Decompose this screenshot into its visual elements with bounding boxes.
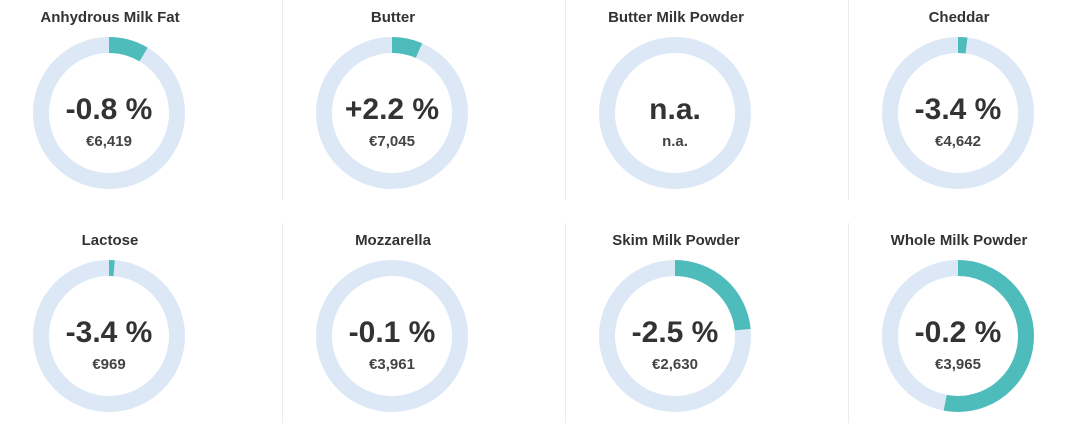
percent-change: -2.5 %: [631, 316, 719, 349]
price-value: €7,045: [369, 133, 415, 150]
card-title: Anhydrous Milk Fat: [40, 9, 180, 26]
column-divider: [282, 0, 283, 200]
donut-ring: [599, 260, 751, 412]
card-lactose[interactable]: Lactose -3.4 % €969: [0, 223, 283, 423]
price-value: €2,630: [652, 356, 698, 373]
card-title: Cheddar: [928, 9, 990, 26]
donut-track: [316, 260, 468, 412]
column-divider: [282, 223, 283, 423]
percent-change: -0.2 %: [914, 316, 1002, 349]
percent-change: +2.2 %: [344, 93, 440, 126]
column-divider: [848, 223, 849, 423]
donut-ring: [33, 37, 185, 189]
card-whole-milk-powder[interactable]: Whole Milk Powder -0.2 % €3,965: [849, 223, 1091, 423]
donut-ring: [599, 37, 751, 189]
card-cheddar[interactable]: Cheddar -3.4 % €4,642: [849, 0, 1091, 200]
card-butter-milk-powder[interactable]: Butter Milk Powder n.a. n.a.: [566, 0, 849, 200]
donut-progress-arc: [882, 37, 1034, 189]
donut-track: [599, 37, 751, 189]
price-value: €3,965: [935, 356, 981, 373]
column-divider: [848, 0, 849, 200]
card-mozzarella[interactable]: Mozzarella -0.1 % €3,961: [283, 223, 566, 423]
card-title: Butter: [370, 9, 416, 26]
donut-gauge: -2.5 % €2,630: [599, 260, 751, 412]
donut-ring: [882, 260, 1034, 412]
price-value: €969: [92, 356, 126, 373]
percent-change: -0.1 %: [348, 316, 436, 349]
donut-ring: [316, 260, 468, 412]
card-title: Mozzarella: [355, 232, 431, 249]
donut-gauge: -3.4 % €4,642: [882, 37, 1034, 189]
price-value: €3,961: [369, 356, 415, 373]
card-title: Lactose: [81, 232, 139, 249]
donut-ring: [316, 37, 468, 189]
column-divider: [565, 223, 566, 423]
price-value: €4,642: [935, 133, 981, 150]
donut-gauge: -3.4 % €969: [33, 260, 185, 412]
card-skim-milk-powder[interactable]: Skim Milk Powder -2.5 % €2,630: [566, 223, 849, 423]
donut-progress-arc: [599, 260, 751, 412]
card-anhydrous-milk-fat[interactable]: Anhydrous Milk Fat -0.8 % €6,419: [0, 0, 283, 200]
card-title: Whole Milk Powder: [890, 232, 1028, 249]
donut-gauge: n.a. n.a.: [599, 37, 751, 189]
donut-gauge: -0.2 % €3,965: [882, 260, 1034, 412]
donut-gauge: +2.2 % €7,045: [316, 37, 468, 189]
donut-ring: [882, 37, 1034, 189]
donut-gauge: -0.8 % €6,419: [33, 37, 185, 189]
card-title: Skim Milk Powder: [612, 232, 740, 249]
percent-change: -3.4 %: [914, 93, 1002, 126]
donut-progress-arc: [882, 260, 1034, 412]
donut-gauge: -0.1 % €3,961: [316, 260, 468, 412]
donut-progress-arc: [33, 260, 185, 412]
percent-change: -3.4 %: [65, 316, 153, 349]
price-value: €6,419: [86, 133, 132, 150]
percent-change: n.a.: [649, 93, 701, 126]
card-title: Butter Milk Powder: [608, 9, 744, 26]
donut-ring: [33, 260, 185, 412]
donut-progress-arc: [33, 37, 185, 189]
donut-progress-arc: [316, 37, 468, 189]
column-divider: [565, 0, 566, 200]
price-value: n.a.: [662, 133, 688, 150]
percent-change: -0.8 %: [65, 93, 153, 126]
card-butter[interactable]: Butter +2.2 % €7,045: [283, 0, 566, 200]
